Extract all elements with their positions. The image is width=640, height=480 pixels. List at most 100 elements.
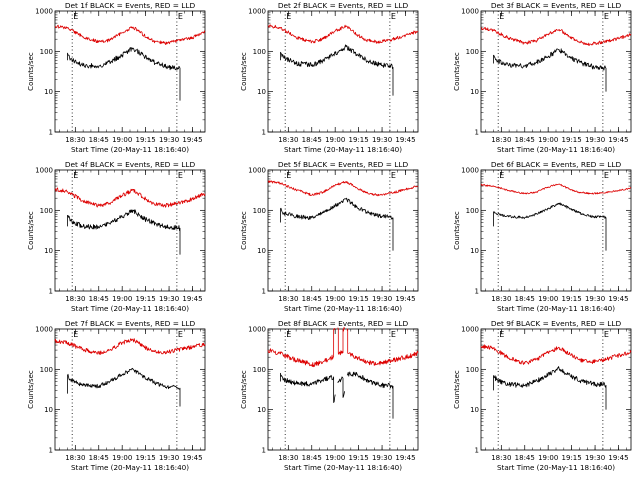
x-tick-label: 19:45 — [395, 454, 415, 462]
x-tick-label: 19:15 — [136, 295, 156, 303]
corner-mark: E — [73, 330, 78, 339]
corner-mark: E — [73, 12, 78, 21]
x-tick-label: 18:30 — [491, 454, 511, 462]
x-tick-label: 18:45 — [302, 295, 322, 303]
series-line-lld — [267, 24, 419, 44]
chart-title: Det 5f BLACK = Events, RED = LLD — [278, 160, 409, 169]
x-tick-label: 18:30 — [65, 136, 85, 144]
chart-panel-3: Det 3f BLACK = Events, RED = LLD 1 10 100 10… — [453, 1, 632, 154]
corner-mark: E — [499, 171, 504, 180]
corner-mark: E — [73, 171, 78, 180]
chart-panel-2: Det 2f BLACK = Events, RED = LLD 1 10 100 10… — [240, 1, 419, 154]
corner-mark: E — [178, 12, 183, 21]
chart-title: Det 8f BLACK = Events, RED = LLD — [278, 319, 409, 328]
y-axis-label: Counts/sec — [453, 211, 461, 250]
x-tick-label: 18:30 — [65, 454, 85, 462]
x-axis-label: Start Time (20-May-11 18:16:40) — [284, 304, 402, 313]
series-line-events — [493, 366, 607, 410]
y-axis-label: Counts/sec — [27, 370, 35, 409]
corner-mark: E — [178, 171, 183, 180]
x-tick-label: 18:30 — [278, 454, 298, 462]
y-tick-label: 1 — [475, 447, 479, 455]
y-tick-label: 1 — [475, 129, 479, 137]
x-tick-label: 19:15 — [349, 454, 369, 462]
x-tick-label: 19:00 — [538, 454, 558, 462]
y-axis-label: Counts/sec — [453, 370, 461, 409]
y-tick-label: 1000 — [248, 167, 266, 175]
x-tick-label: 18:45 — [515, 136, 535, 144]
y-axis-label: Counts/sec — [240, 52, 248, 91]
x-tick-label: 18:45 — [515, 295, 535, 303]
corner-mark: E — [391, 12, 396, 21]
y-tick-label: 1 — [262, 288, 266, 296]
chart-panel-5: Det 5f BLACK = Events, RED = LLD 1 10 100 10… — [240, 160, 419, 313]
x-tick-label: 18:30 — [278, 295, 298, 303]
y-tick-label: 1000 — [461, 326, 479, 334]
y-axis-label: Counts/sec — [453, 52, 461, 91]
corner-mark: E — [499, 12, 504, 21]
x-tick-label: 19:30 — [372, 454, 392, 462]
series-line-lld — [480, 183, 632, 195]
plot-frame — [54, 10, 206, 133]
corner-mark: E — [604, 171, 609, 180]
x-axis-label: Start Time (20-May-11 18:16:40) — [497, 463, 615, 472]
x-tick-label: 19:00 — [538, 136, 558, 144]
chart-title: Det 7f BLACK = Events, RED = LLD — [65, 319, 196, 328]
y-tick-label: 100 — [466, 207, 479, 215]
series-line-lld — [54, 24, 206, 45]
chart-title: Det 2f BLACK = Events, RED = LLD — [278, 1, 409, 10]
chart-title: Det 6f BLACK = Events, RED = LLD — [491, 160, 622, 169]
x-axis-label: Start Time (20-May-11 18:16:40) — [71, 304, 189, 313]
chart-panel-7: Det 7f BLACK = Events, RED = LLD 1 10 100 10… — [27, 319, 206, 472]
x-tick-label: 19:15 — [349, 295, 369, 303]
x-tick-label: 18:30 — [65, 295, 85, 303]
y-tick-label: 1000 — [248, 326, 266, 334]
y-tick-label: 10 — [470, 88, 479, 96]
x-axis-label: Start Time (20-May-11 18:16:40) — [497, 304, 615, 313]
series-line-lld — [480, 344, 632, 365]
x-tick-label: 18:45 — [302, 136, 322, 144]
y-tick-label: 1000 — [461, 8, 479, 16]
chart-panel-8: Det 8f BLACK = Events, RED = LLD 1 10 100 10… — [240, 319, 419, 472]
plot-frame — [480, 169, 632, 292]
chart-title: Det 3f BLACK = Events, RED = LLD — [491, 1, 622, 10]
series-line-events — [67, 47, 181, 101]
x-tick-label: 19:30 — [159, 454, 179, 462]
y-tick-label: 100 — [40, 48, 53, 56]
corner-mark: E — [604, 12, 609, 21]
plot-frame — [480, 10, 632, 133]
x-tick-label: 19:15 — [136, 136, 156, 144]
y-tick-label: 100 — [253, 207, 266, 215]
y-tick-label: 1 — [262, 447, 266, 455]
x-tick-label: 19:00 — [112, 295, 132, 303]
x-tick-label: 18:30 — [278, 136, 298, 144]
x-tick-label: 19:30 — [585, 295, 605, 303]
y-tick-label: 100 — [253, 48, 266, 56]
y-tick-label: 10 — [257, 88, 266, 96]
y-tick-label: 10 — [470, 247, 479, 255]
y-tick-label: 1000 — [35, 8, 53, 16]
chart-panel-6: Det 6f BLACK = Events, RED = LLD 1 10 100 10… — [453, 160, 632, 313]
x-tick-label: 18:45 — [89, 454, 109, 462]
chart-title: Det 9f BLACK = Events, RED = LLD — [491, 319, 622, 328]
series-line-events — [280, 44, 394, 96]
series-line-lld — [54, 338, 206, 355]
corner-mark: E — [286, 171, 291, 180]
y-axis-label: Counts/sec — [240, 370, 248, 409]
x-tick-label: 19:45 — [395, 136, 415, 144]
corner-mark: E — [604, 330, 609, 339]
y-tick-label: 10 — [44, 247, 53, 255]
x-tick-label: 19:45 — [608, 454, 628, 462]
x-tick-label: 18:30 — [491, 295, 511, 303]
x-axis-label: Start Time (20-May-11 18:16:40) — [284, 145, 402, 154]
corner-mark: E — [286, 330, 291, 339]
x-tick-label: 19:00 — [325, 136, 345, 144]
corner-mark: E — [391, 330, 396, 339]
x-tick-label: 19:00 — [538, 295, 558, 303]
series-line-lld — [54, 187, 206, 208]
y-tick-label: 1000 — [35, 167, 53, 175]
x-tick-label: 18:45 — [89, 295, 109, 303]
x-tick-label: 19:30 — [159, 136, 179, 144]
y-axis-label: Counts/sec — [27, 211, 35, 250]
